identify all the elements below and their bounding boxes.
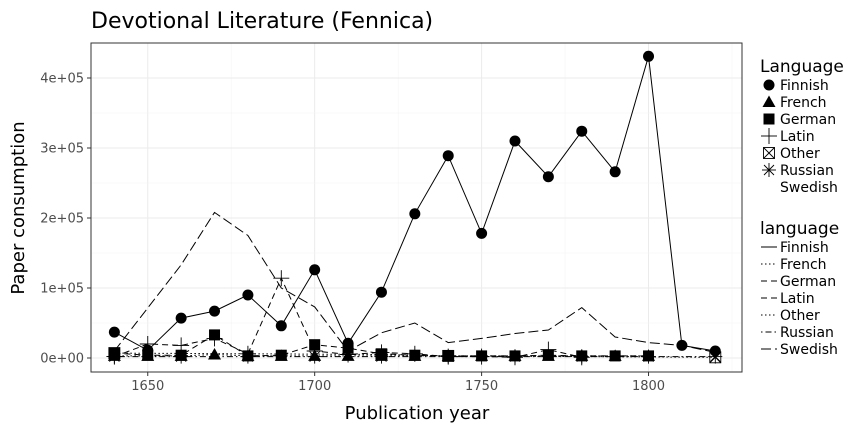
- point-german-1790: [609, 350, 621, 362]
- point-russian-1800: [641, 349, 656, 364]
- legend-label-finnish: Finnish: [780, 78, 829, 94]
- point-russian-1820: [708, 349, 723, 364]
- point-french-1670: [208, 348, 222, 360]
- legend-shape-entries: FinnishFrenchGermanLatinOtherRussianSwed…: [761, 78, 838, 196]
- y-tick-label-1: 1e+05: [40, 282, 84, 297]
- x-tick-label-1700: 1700: [298, 379, 331, 394]
- legend-label-other: Other: [780, 146, 820, 162]
- legend-line-label-finnish: Finnish: [780, 240, 829, 256]
- point-finnish-1640: [108, 326, 120, 338]
- legend-key-russian: [762, 163, 776, 177]
- point-finnish-1720: [375, 286, 387, 298]
- point-russian-1760: [507, 349, 522, 364]
- y-axis-title: Paper consumption: [8, 121, 29, 294]
- x-tick-label-1800: 1800: [632, 379, 665, 394]
- legend-key-other: [763, 147, 775, 159]
- point-finnish-1750: [476, 227, 488, 239]
- legend-line-title: language: [760, 219, 839, 239]
- point-finnish-1790: [609, 166, 621, 178]
- legend: Language FinnishFrenchGermanLatinOtherRu…: [760, 57, 844, 358]
- x-tick-label-1750: 1750: [465, 379, 498, 394]
- legend-line-label-german: German: [780, 274, 836, 290]
- legend-shape-title: Language: [760, 57, 844, 77]
- y-tick-label-2: 2e+05: [40, 212, 84, 227]
- point-finnish-1680: [242, 289, 254, 301]
- x-axis-title: Publication year: [345, 403, 490, 424]
- point-latin-1710: [340, 346, 357, 363]
- point-latin-1770: [540, 341, 557, 358]
- point-latin-1750: [473, 348, 490, 365]
- grid: [91, 43, 742, 372]
- y-tick-label-3: 3e+05: [40, 142, 84, 157]
- point-finnish-1810: [676, 339, 688, 351]
- x-axis: 1650 1700 1750 1800: [131, 372, 665, 394]
- point-german-1650: [142, 349, 154, 361]
- point-finnish-1730: [409, 208, 421, 220]
- y-axis: 0e+00 1e+05 2e+05 3e+05 4e+05: [40, 72, 91, 367]
- point-russian-1720: [374, 349, 389, 364]
- point-latin-1650: [139, 336, 156, 352]
- plot-panel-border: [90, 42, 743, 373]
- legend-line-label-other: Other: [780, 308, 820, 324]
- legend-key-french: [762, 95, 776, 107]
- point-german-1690: [275, 349, 287, 361]
- legend-label-latin: Latin: [780, 129, 815, 145]
- legend-key-finnish: [763, 79, 775, 91]
- point-finnish-1660: [175, 312, 187, 324]
- legend-line-label-russian: Russian: [780, 325, 834, 341]
- point-latin-1690: [273, 270, 290, 287]
- x-tick-label-1650: 1650: [131, 379, 164, 394]
- point-russian-1660: [174, 349, 189, 364]
- point-russian-1700: [307, 349, 322, 364]
- y-tick-label-4: 4e+05: [40, 72, 84, 87]
- legend-key-latin: [761, 128, 777, 144]
- point-finnish-1690: [275, 320, 287, 332]
- legend-label-french: French: [780, 95, 827, 111]
- point-russian-1780: [574, 349, 589, 364]
- legend-line-label-swedish: Swedish: [780, 342, 838, 358]
- point-latin-1730: [406, 345, 423, 362]
- legend-line-entries: FinnishFrenchGermanLatinOtherRussianSwed…: [761, 240, 838, 358]
- point-russian-1680: [240, 349, 255, 364]
- point-finnish-1700: [309, 264, 321, 276]
- legend-line-label-french: French: [780, 257, 827, 273]
- legend-key-german: [763, 113, 775, 125]
- legend-label-german: German: [780, 112, 836, 128]
- series-lines: [114, 56, 716, 358]
- legend-label-swedish: Swedish: [780, 180, 838, 196]
- y-tick-label-0: 0e+00: [40, 352, 84, 367]
- point-russian-1640: [107, 349, 122, 364]
- chart-title: Devotional Literature (Fennica): [91, 9, 433, 34]
- point-finnish-1780: [576, 125, 588, 137]
- series-markers: [106, 50, 723, 366]
- point-finnish-1670: [209, 305, 221, 317]
- series-line-latin: [114, 276, 582, 358]
- legend-label-russian: Russian: [780, 163, 834, 179]
- point-finnish-1760: [509, 135, 521, 147]
- point-latin-1670: [206, 330, 223, 347]
- series-line-swedish: [114, 211, 716, 353]
- series-line-french: [114, 353, 649, 357]
- point-finnish-1740: [442, 150, 454, 162]
- point-finnish-1800: [643, 50, 655, 62]
- point-russian-1740: [441, 349, 456, 364]
- point-finnish-1770: [542, 171, 554, 183]
- series-line-finnish: [114, 56, 716, 352]
- legend-line-label-latin: Latin: [780, 291, 815, 307]
